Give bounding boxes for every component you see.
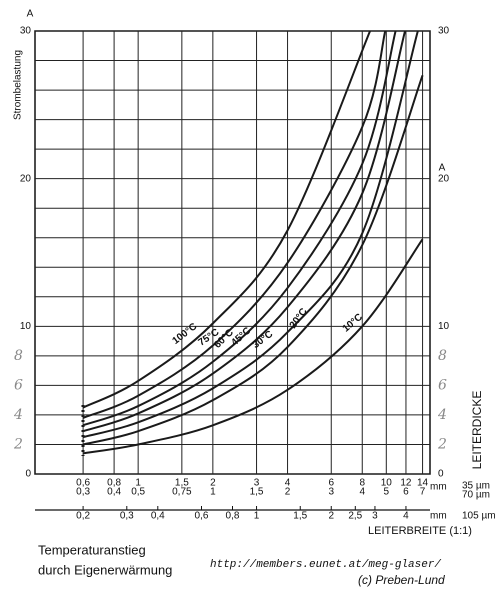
x-unit: mm [430,482,447,493]
y-tick-handwritten: 8 [14,348,23,364]
x3-tick-label: 0,2 [76,511,90,522]
caption: Temperaturanstieg [38,542,146,557]
x2-tick-label: 4 [359,487,365,498]
x-tick-label: 14 [417,478,429,489]
curve [82,238,424,455]
right-label: LEITERDICKE [470,391,484,470]
x3-tick-label: 0,8 [226,511,240,522]
x-tick-label: 3 [254,478,260,489]
x3-tick-label: 0,4 [151,511,165,522]
x2-tick-label: 1 [210,487,216,498]
curve [82,31,419,439]
x-tick-label: 8 [359,478,365,489]
y-tick-label-right: 10 [438,321,450,332]
x2-tick-label: 7 [420,487,426,498]
x3-axis-name: 105 µm [462,511,496,522]
y-unit: A [27,9,34,20]
curve [82,31,371,409]
x-tick-label: 0,6 [76,478,90,489]
x2-tick-label: 0,75 [172,487,192,498]
x3-tick-label: 0,3 [120,511,134,522]
x3-tick-label: 3 [372,511,378,522]
x3-tick-label: 4 [403,511,409,522]
credit: (c) Preben-Lund [358,573,445,587]
y-tick-label: 0 [25,469,31,480]
x2-tick-label: 2 [285,487,291,498]
plot-frame [34,30,431,475]
y-tick-label-right: 0 [438,469,444,480]
x-tick-label: 0,8 [107,478,121,489]
x3-tick-label: 2,5 [348,511,362,522]
curve [82,31,397,427]
x-tick-label: 12 [400,478,412,489]
x-axis-name: 35 µm [462,481,490,492]
y-tick-label-right: 20 [438,173,450,184]
x2-tick-label: 1,5 [250,487,264,498]
x2-tick-label: 0,5 [131,487,145,498]
y-tick-handwritten: 6 [14,377,23,393]
x3-tick-label: 1,5 [293,511,307,522]
y-tick-handwritten-right: 8 [438,348,447,364]
y-tick-label-right: 30 [438,26,450,37]
y-tick-label: 10 [20,321,32,332]
x3-tick-label: 2 [328,511,334,522]
x3-tick-label: 0,6 [195,511,209,522]
y-tick-handwritten-right: 4 [437,407,447,423]
caption: durch Eigenerwärmung [38,562,172,577]
x2-tick-label: 5 [384,487,390,498]
x3-tick-label: 1 [254,511,260,522]
curve-label: 10°C [341,312,365,335]
y-label: Strombelastung [13,50,24,120]
x-tick-label: 1,5 [175,478,189,489]
x-tick-label: 4 [285,478,291,489]
curve [82,31,407,433]
x-tick-label: 6 [328,478,334,489]
x2-tick-label: 6 [403,487,409,498]
x2-tick-label: 0,3 [76,487,90,498]
curve [82,31,387,419]
x-label: LEITERBREITE (1:1) [368,525,472,537]
y-tick-handwritten: 2 [13,436,23,452]
x2-axis-name: 70 µm [462,490,490,501]
x2-tick-label: 3 [328,487,334,498]
x2-tick-label: 0,4 [107,487,121,498]
y-tick-handwritten-right: 6 [438,377,447,393]
x-tick-label: 10 [381,478,393,489]
y-tick-handwritten: 4 [13,407,23,423]
curve [82,74,424,446]
y-unit-right: A [439,163,446,174]
y-tick-label: 30 [20,26,32,37]
x3-unit: mm [430,511,447,522]
y-tick-label: 20 [20,173,32,184]
url: http://members.eunet.at/meg-glaser/ [210,559,441,571]
curve-label: 100°C [170,321,199,347]
x-tick-label: 2 [210,478,216,489]
y-tick-handwritten-right: 2 [437,436,447,452]
x-tick-label: 1 [135,478,141,489]
